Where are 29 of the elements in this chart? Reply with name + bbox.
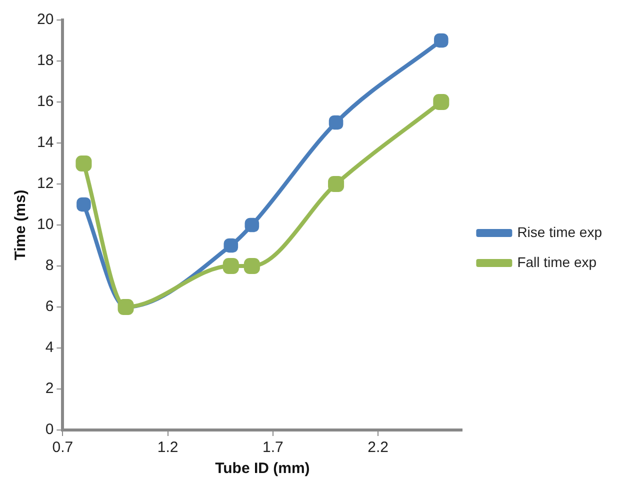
x-axis-title: Tube ID (mm): [215, 460, 310, 478]
point: [244, 218, 260, 232]
point: [433, 94, 450, 110]
y-tick-label: 8: [45, 257, 54, 274]
y-tick-label: 16: [36, 93, 54, 110]
x-tick-label: 2.2: [368, 439, 389, 456]
point: [244, 258, 260, 274]
y-tick-label: 4: [45, 339, 54, 356]
point: [328, 115, 344, 130]
legend-label: Rise time exp: [517, 224, 602, 240]
y-tick-label: 2: [45, 380, 54, 398]
x-tick-label: 0.7: [52, 439, 74, 456]
y-tick-label: 20: [36, 11, 54, 28]
y-axis-title: Time (ms): [12, 190, 30, 260]
legend-label: Fall time exp: [517, 254, 597, 270]
y-tick-label: 0: [45, 421, 54, 438]
point: [222, 258, 239, 274]
x-tick-label: 1.2: [157, 439, 178, 456]
point: [76, 197, 91, 212]
point: [224, 238, 238, 253]
y-tick-label: 6: [45, 298, 54, 316]
y-tick-label: 14: [36, 134, 54, 152]
point: [328, 176, 344, 192]
point: [76, 155, 92, 172]
y-tick-label: 18: [36, 52, 54, 70]
y-tick-label: 10: [36, 216, 54, 234]
y-tick-label: 12: [36, 175, 54, 192]
x-tick-label: 1.7: [262, 439, 284, 456]
point: [434, 33, 448, 48]
